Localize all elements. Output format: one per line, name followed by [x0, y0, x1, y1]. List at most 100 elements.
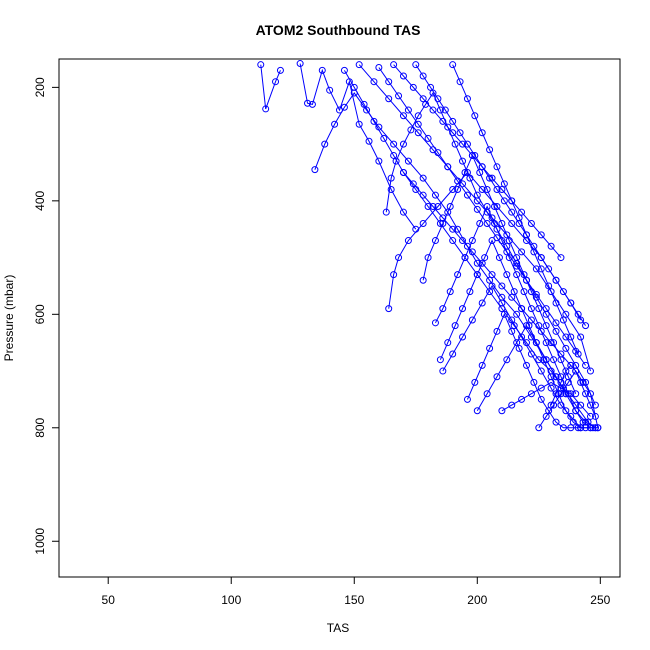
- data-point: [461, 254, 469, 262]
- data-point: [542, 310, 550, 318]
- series-17: [463, 310, 597, 432]
- data-point: [456, 129, 464, 137]
- data-point: [476, 220, 484, 228]
- data-point: [500, 310, 508, 318]
- data-point: [478, 361, 486, 369]
- series-16: [449, 61, 582, 358]
- data-point: [434, 203, 442, 211]
- series-line: [378, 67, 586, 366]
- data-point: [513, 310, 521, 318]
- data-point: [350, 83, 358, 91]
- data-point: [488, 237, 496, 245]
- y-tick-label: 1000: [33, 528, 47, 555]
- data-point: [537, 231, 545, 239]
- data-point: [463, 191, 471, 199]
- data-point: [537, 254, 545, 262]
- data-point: [594, 424, 602, 432]
- data-point: [414, 120, 422, 128]
- data-point: [296, 60, 304, 68]
- y-tick-label: 200: [33, 77, 47, 97]
- data-point: [508, 197, 516, 205]
- series-21: [547, 361, 599, 420]
- x-axis-label: TAS: [327, 621, 349, 635]
- series-2: [296, 60, 420, 233]
- data-point: [473, 407, 481, 415]
- data-point: [471, 378, 479, 386]
- data-point: [586, 390, 594, 398]
- data-point: [331, 120, 339, 128]
- data-point: [527, 390, 535, 398]
- data-point: [272, 78, 280, 86]
- series-line: [476, 324, 596, 429]
- data-point: [582, 418, 590, 426]
- data-point: [547, 401, 555, 409]
- data-point: [486, 288, 494, 296]
- data-point: [547, 288, 555, 296]
- data-point: [562, 344, 570, 352]
- y-axis-label: Pressure (mbar): [2, 275, 16, 362]
- data-point: [574, 350, 582, 358]
- data-point: [399, 168, 407, 176]
- data-point: [545, 265, 553, 273]
- data-point: [557, 254, 565, 262]
- data-point: [586, 412, 594, 420]
- data-point: [390, 271, 398, 279]
- data-point: [399, 208, 407, 216]
- series-line: [260, 64, 281, 110]
- data-point: [493, 185, 501, 193]
- data-point: [390, 140, 398, 148]
- data-point: [459, 157, 467, 165]
- data-point: [436, 356, 444, 364]
- data-point: [493, 225, 501, 233]
- y-tick-label: 800: [33, 417, 47, 437]
- data-point: [478, 185, 486, 193]
- data-point: [589, 424, 597, 432]
- data-point: [508, 401, 516, 409]
- data-point: [582, 390, 590, 398]
- data-point: [404, 106, 412, 114]
- data-point: [326, 86, 334, 94]
- data-point: [491, 203, 499, 211]
- series-7: [382, 89, 599, 409]
- data-point: [424, 134, 432, 142]
- data-point: [387, 185, 395, 193]
- data-point: [419, 220, 427, 228]
- data-point: [508, 316, 516, 324]
- data-point: [375, 157, 383, 165]
- data-point: [387, 174, 395, 182]
- data-point: [414, 112, 422, 120]
- data-point: [562, 310, 570, 318]
- data-point: [542, 412, 550, 420]
- data-point: [321, 140, 329, 148]
- data-point: [577, 316, 585, 324]
- data-point: [586, 367, 594, 375]
- data-point: [449, 237, 457, 245]
- data-point: [552, 390, 560, 398]
- data-point: [454, 185, 462, 193]
- series-line: [422, 154, 577, 394]
- data-point: [564, 378, 572, 386]
- data-point: [513, 254, 521, 262]
- data-point: [459, 305, 467, 313]
- data-point: [407, 126, 415, 134]
- data-point: [409, 83, 417, 91]
- data-point: [527, 350, 535, 358]
- data-point: [552, 319, 560, 327]
- data-point: [577, 401, 585, 409]
- data-point: [518, 208, 526, 216]
- data-point: [488, 282, 496, 290]
- data-point: [527, 288, 535, 296]
- data-point: [591, 401, 599, 409]
- x-tick-label: 150: [344, 593, 364, 607]
- data-point: [370, 78, 378, 86]
- data-point: [478, 163, 486, 171]
- data-point: [557, 378, 565, 386]
- data-point: [463, 140, 471, 148]
- data-point: [483, 203, 491, 211]
- data-point: [468, 316, 476, 324]
- data-point: [552, 299, 560, 307]
- data-point: [547, 378, 555, 386]
- data-point: [370, 117, 378, 125]
- data-point: [537, 384, 545, 392]
- data-point: [478, 259, 486, 267]
